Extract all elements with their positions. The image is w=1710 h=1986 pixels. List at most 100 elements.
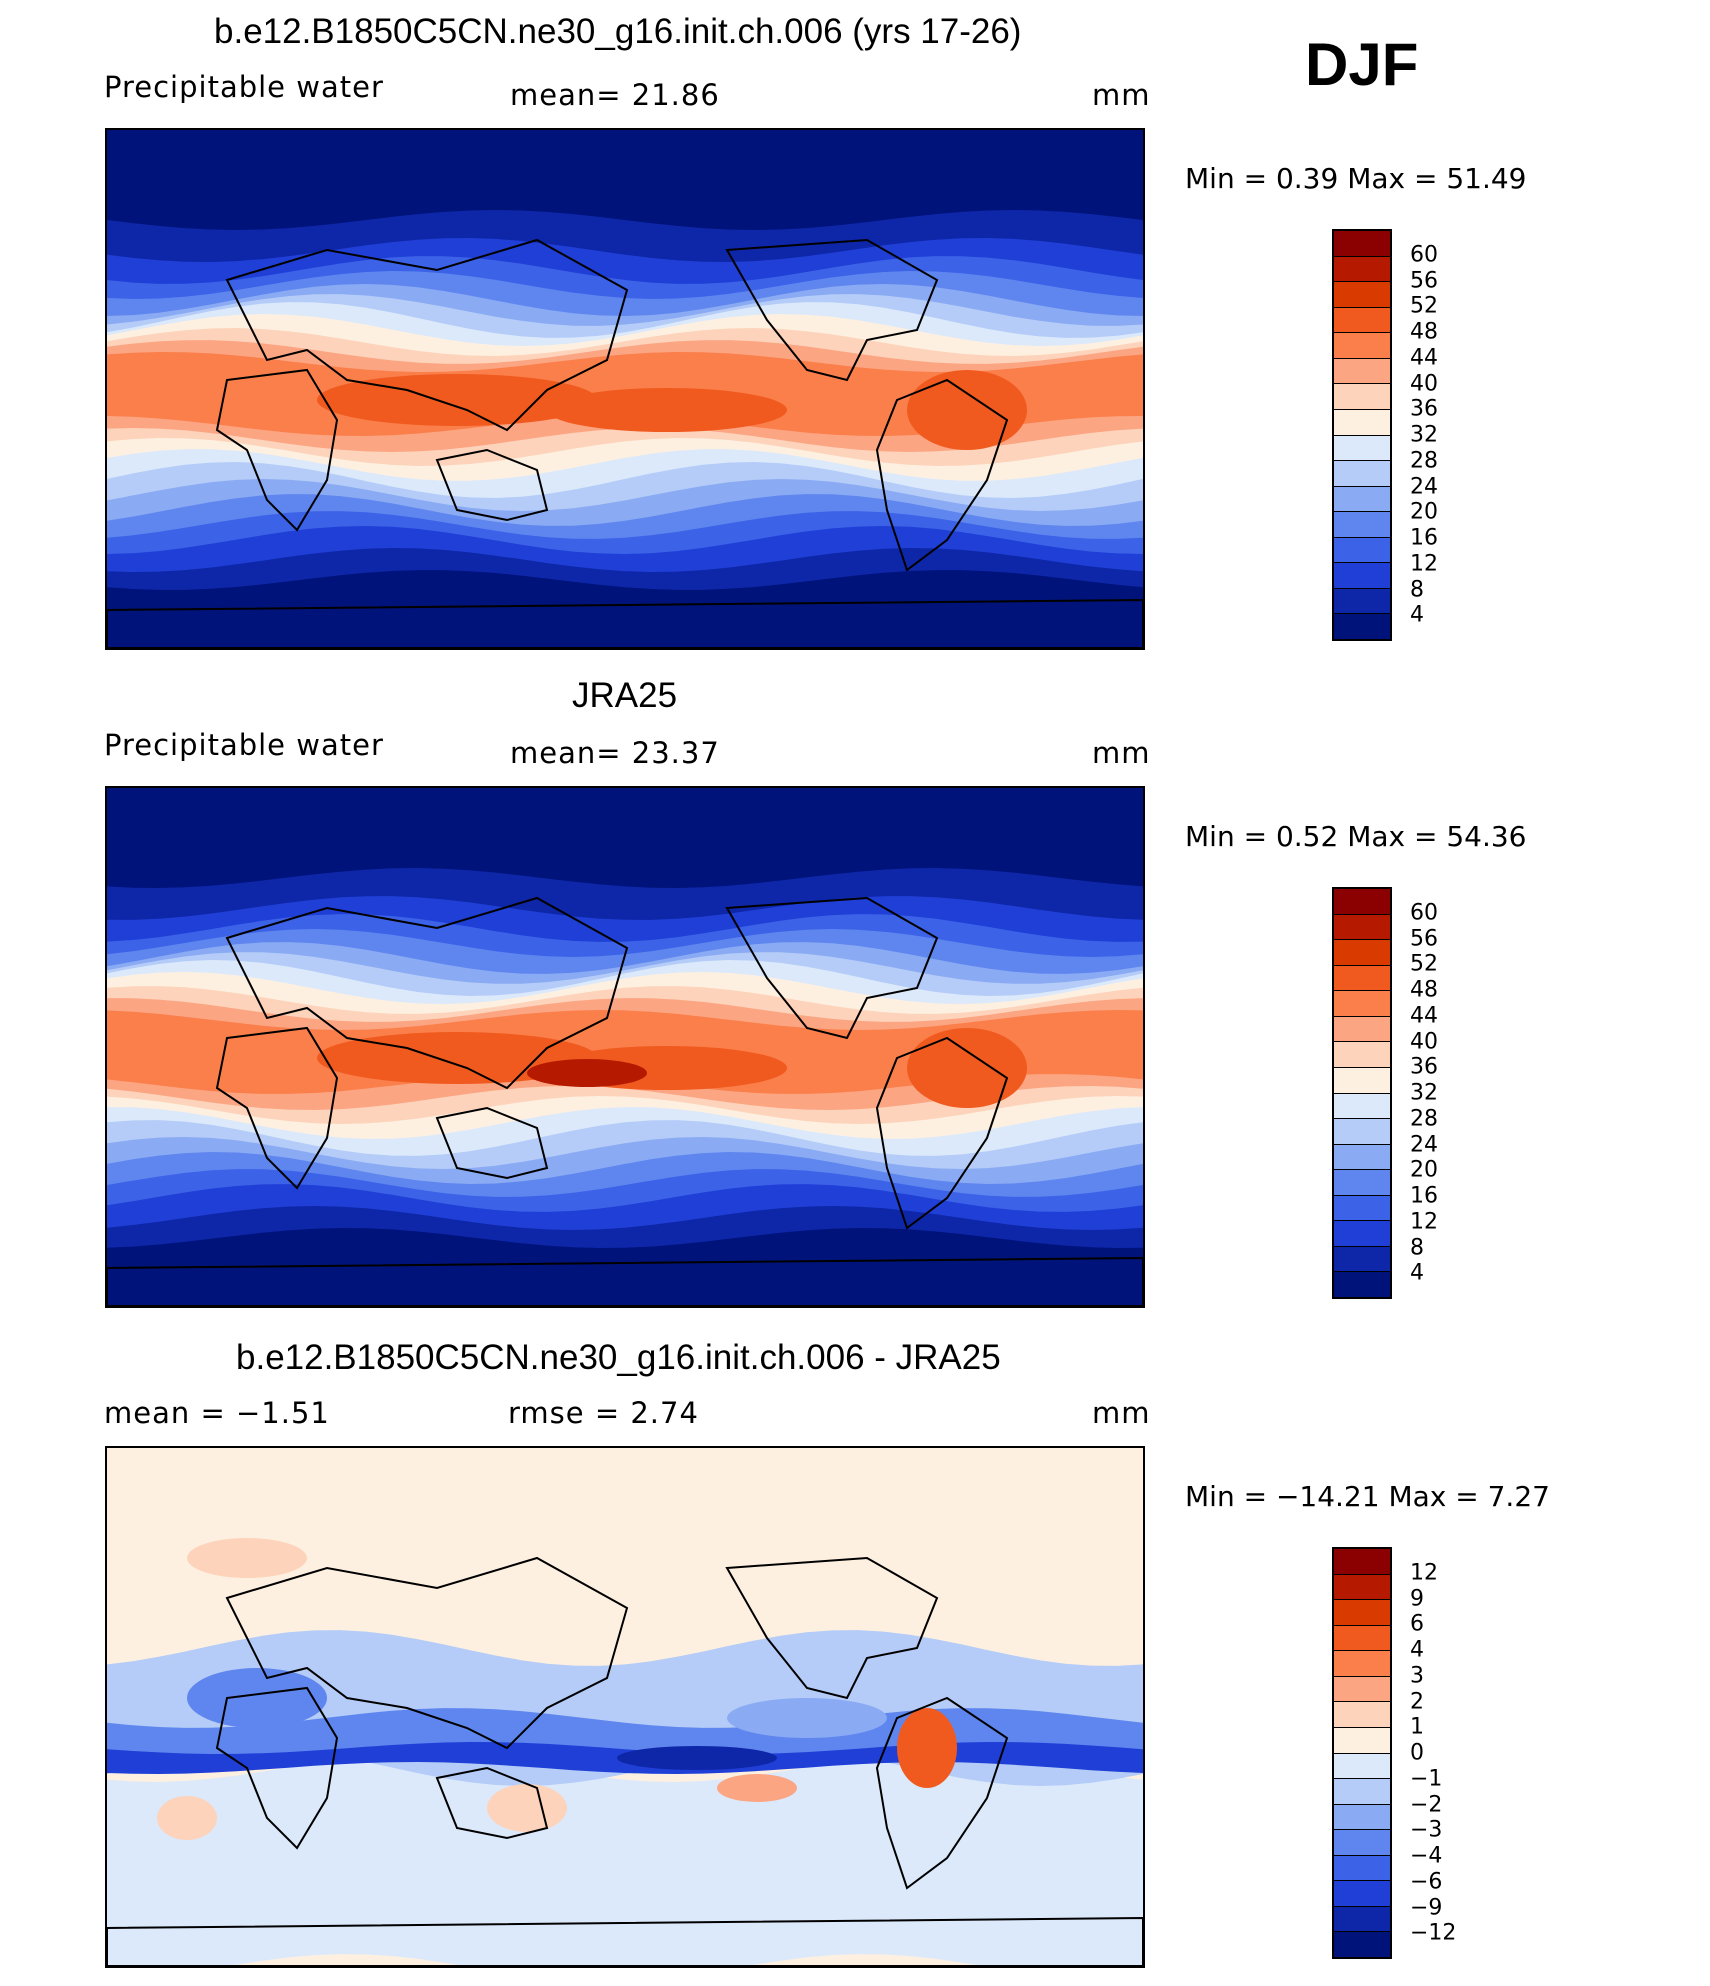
colorbar-swatch <box>1334 1702 1390 1728</box>
colorbar-tick-label: 3 <box>1410 1663 1424 1689</box>
colorbar-swatch <box>1334 1119 1390 1145</box>
colorbar-swatch <box>1334 1651 1390 1677</box>
colorbar-swatch <box>1334 991 1390 1017</box>
colorbar-tick-label: 32 <box>1410 422 1438 448</box>
colorbar-swatch <box>1334 1753 1390 1780</box>
coastline <box>215 1026 339 1190</box>
colorbar-tick-label: 36 <box>1410 1054 1438 1080</box>
colorbar-swatch <box>1334 358 1390 385</box>
coastline <box>225 896 629 1090</box>
panel3-title: b.e12.B1850C5CN.ne30_g16.init.ch.006 - J… <box>236 1338 1001 1377</box>
colorbar-swatch <box>1334 614 1390 639</box>
colorbar-swatch <box>1334 1830 1390 1856</box>
colorbar-tick-label: 8 <box>1410 577 1424 602</box>
panel2-minmax: Min = 0.52 Max = 54.36 <box>1185 820 1527 853</box>
colorbar-tick-label: −4 <box>1410 1843 1443 1869</box>
colorbar-swatch <box>1334 1067 1390 1094</box>
colorbar-tick-label: 12 <box>1410 1209 1438 1235</box>
colorbar-swatch <box>1334 1727 1390 1754</box>
colorbar-swatch <box>1334 282 1390 308</box>
panel3-rmse: rmse = 2.74 <box>508 1396 699 1430</box>
colorbar-tick-label: 32 <box>1410 1080 1438 1106</box>
field-anomaly-blob <box>187 1538 307 1578</box>
colorbar-swatch <box>1334 1016 1390 1043</box>
panel3-units: mm <box>1092 1396 1151 1430</box>
colorbar-tick-label: 24 <box>1410 1132 1438 1157</box>
field-anomaly-blob <box>157 1796 217 1840</box>
coastline <box>435 1106 549 1180</box>
colorbar-swatch <box>1334 1272 1390 1297</box>
colorbar-tick-label: 36 <box>1410 396 1438 422</box>
colorbar-swatch <box>1334 409 1390 436</box>
colorbar-tick-label: 1 <box>1410 1714 1424 1740</box>
colorbar-swatch <box>1334 563 1390 589</box>
field-anomaly-blob <box>617 1746 777 1770</box>
season-label: DJF <box>1305 31 1419 98</box>
colorbar-tick-label: 28 <box>1410 1106 1438 1132</box>
colorbar-tick-label: 28 <box>1410 448 1438 474</box>
field-contour-band <box>107 1754 1143 1966</box>
field-anomaly-blob <box>907 370 1027 450</box>
colorbar-swatch <box>1334 307 1390 334</box>
colorbar-swatch <box>1334 1246 1390 1273</box>
colorbar-tick-label: 20 <box>1410 1157 1438 1183</box>
panel1-title: b.e12.B1850C5CN.ne30_g16.init.ch.006 (yr… <box>214 12 1022 51</box>
colorbar-swatch <box>1334 537 1390 564</box>
colorbar-tick-label: 60 <box>1410 242 1438 268</box>
colorbar-tick-label: −2 <box>1410 1792 1443 1817</box>
colorbar-tick-label: −9 <box>1410 1895 1443 1920</box>
field-anomaly-blob <box>727 1698 887 1738</box>
colorbar-tick-label: −3 <box>1410 1817 1443 1843</box>
colorbar-swatch <box>1334 1932 1390 1957</box>
field-anomaly-blob <box>487 1784 567 1832</box>
colorbar-swatch <box>1334 1676 1390 1703</box>
colorbar-swatch <box>1334 1625 1390 1652</box>
colorbar-tick-label: 44 <box>1410 345 1438 371</box>
panel2-units: mm <box>1092 736 1151 770</box>
colorbar-swatch <box>1334 1906 1390 1933</box>
coastline <box>215 368 339 532</box>
colorbar-tick-label: 24 <box>1410 474 1438 499</box>
colorbar-swatch <box>1334 1804 1390 1831</box>
coastline <box>725 896 939 1040</box>
colorbar-tick-label: 16 <box>1410 1183 1438 1209</box>
colorbar-swatch <box>1334 940 1390 966</box>
colorbar-tick-label: 16 <box>1410 525 1438 551</box>
coastline <box>875 1696 1009 1890</box>
colorbar-swatch <box>1334 1170 1390 1196</box>
colorbar-tick-label: 40 <box>1410 1029 1438 1054</box>
coastline <box>225 1556 629 1750</box>
field-anomaly-blob <box>897 1708 957 1788</box>
panel2-map <box>105 786 1145 1308</box>
panel1-map <box>105 128 1145 650</box>
colorbar-tick-label: 0 <box>1410 1740 1424 1766</box>
field-anomaly-blob <box>527 1059 647 1087</box>
panel2-variable: Precipitable water <box>104 728 384 762</box>
colorbar-tick-label: 52 <box>1410 293 1438 319</box>
colorbar-tick-label: 12 <box>1410 1560 1438 1586</box>
panel3-colorbar <box>1332 1547 1392 1959</box>
colorbar-tick-label: 8 <box>1410 1235 1424 1260</box>
panel1-units: mm <box>1092 78 1151 112</box>
colorbar-swatch <box>1334 889 1390 915</box>
colorbar-swatch <box>1334 965 1390 992</box>
colorbar-swatch <box>1334 588 1390 615</box>
panel1-variable: Precipitable water <box>104 70 384 104</box>
panel3-map <box>105 1446 1145 1968</box>
panel1-minmax: Min = 0.39 Max = 51.49 <box>1185 162 1527 195</box>
colorbar-swatch <box>1334 1855 1390 1882</box>
panel1-colorbar <box>1332 229 1392 641</box>
coastline <box>215 1686 339 1850</box>
colorbar-swatch <box>1334 333 1390 359</box>
colorbar-tick-label: 2 <box>1410 1689 1424 1714</box>
colorbar-swatch <box>1334 914 1390 941</box>
field-anomaly-blob <box>187 1668 327 1728</box>
panel3-minmax: Min = −14.21 Max = 7.27 <box>1185 1480 1550 1513</box>
coastline <box>435 1766 549 1840</box>
colorbar-tick-label: 40 <box>1410 371 1438 396</box>
colorbar-tick-label: 48 <box>1410 319 1438 345</box>
colorbar-tick-label: 56 <box>1410 268 1438 293</box>
panel3-mean: mean = −1.51 <box>104 1396 330 1430</box>
colorbar-swatch <box>1334 512 1390 538</box>
colorbar-swatch <box>1334 1600 1390 1626</box>
